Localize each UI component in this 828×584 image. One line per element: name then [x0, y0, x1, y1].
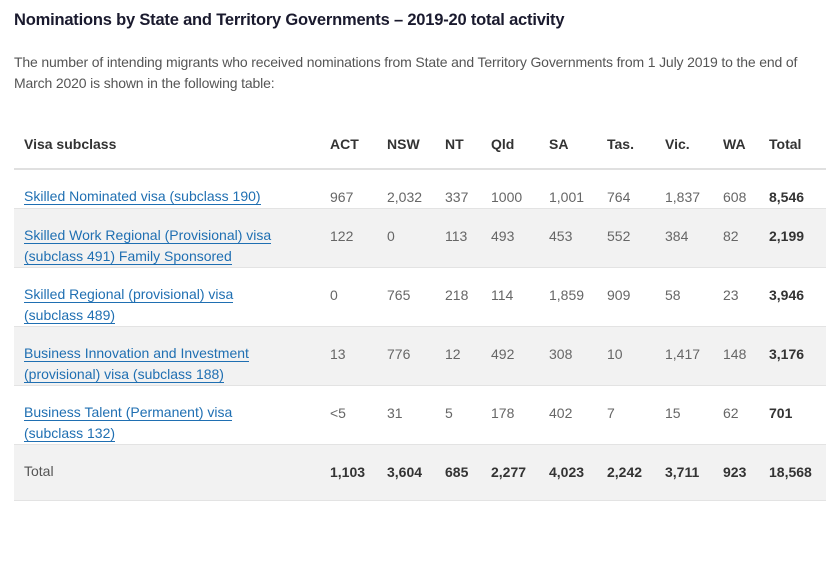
- page-title: Nominations by State and Territory Gover…: [14, 11, 565, 29]
- value-cell: 1000: [481, 169, 539, 209]
- visa-link[interactable]: Skilled Regional (provisional) visa: [24, 286, 234, 303]
- column-header: Qld: [481, 120, 539, 170]
- table-row: Skilled Work Regional (Provisional) visa…: [14, 208, 826, 268]
- value-cell: 218: [435, 267, 481, 327]
- row-total-cell: 701: [759, 385, 826, 445]
- value-cell: 7: [597, 385, 655, 445]
- value-cell: 337: [435, 169, 481, 209]
- table-row: Skilled Regional (provisional) visa (subc…: [14, 267, 826, 327]
- intro-paragraph: The number of intending migrants who rec…: [14, 54, 798, 91]
- visa-subclass-cell: Skilled Regional (provisional) visa (subc…: [14, 267, 320, 327]
- value-cell: 1,417: [655, 326, 713, 386]
- total-value-cell: 923: [713, 444, 759, 501]
- total-value-cell: 18,568: [759, 444, 826, 501]
- row-total-cell: 3,946: [759, 267, 826, 327]
- column-header: Total: [759, 120, 826, 170]
- value-cell: 178: [481, 385, 539, 445]
- visa-link[interactable]: Skilled Work Regional (Provisional) visa: [24, 227, 272, 244]
- total-value-cell: 4,023: [539, 444, 597, 501]
- value-cell: 764: [597, 169, 655, 209]
- visa-link[interactable]: Business Talent (Permanent) visa: [24, 404, 233, 421]
- value-cell: 82: [713, 208, 759, 268]
- total-value-cell: 1,103: [320, 444, 377, 501]
- total-value-cell: 3,711: [655, 444, 713, 501]
- value-cell: 967: [320, 169, 377, 209]
- value-cell: 0: [320, 267, 377, 327]
- value-cell: 148: [713, 326, 759, 386]
- column-header: SA: [539, 120, 597, 170]
- value-cell: 12: [435, 326, 481, 386]
- visa-subclass-cell: Business Innovation and Investment (provi…: [14, 326, 320, 386]
- row-total-cell: 3,176: [759, 326, 826, 386]
- column-header: Vic.: [655, 120, 713, 170]
- value-cell: 114: [481, 267, 539, 327]
- value-cell: 31: [377, 385, 435, 445]
- total-value-cell: 2,242: [597, 444, 655, 501]
- visa-link[interactable]: (subclass 489): [24, 307, 116, 324]
- visa-link[interactable]: Skilled Nominated visa (subclass 190): [24, 188, 261, 205]
- visa-subclass-cell: Skilled Work Regional (Provisional) visa…: [14, 208, 320, 268]
- total-row: Total 1,103 3,604 685 2,277 4,023 2,242 3,711 92…: [14, 444, 826, 501]
- value-cell: 13: [320, 326, 377, 386]
- value-cell: 113: [435, 208, 481, 268]
- column-header: WA: [713, 120, 759, 170]
- visa-subclass-cell: Skilled Nominated visa (subclass 190): [14, 169, 320, 209]
- value-cell: 384: [655, 208, 713, 268]
- value-cell: 552: [597, 208, 655, 268]
- column-header: ACT: [320, 120, 377, 170]
- visa-link[interactable]: (provisional) visa (subclass 188): [24, 366, 224, 383]
- total-value-cell: 3,604: [377, 444, 435, 501]
- total-value-cell: 2,277: [481, 444, 539, 501]
- value-cell: 453: [539, 208, 597, 268]
- column-header: Visa subclass: [14, 120, 320, 170]
- value-cell: 1,837: [655, 169, 713, 209]
- value-cell: 122: [320, 208, 377, 268]
- table-header-row: Visa subclass ACT NSW NT Qld SA Tas. Vic. WA Tota…: [14, 120, 826, 170]
- value-cell: 15: [655, 385, 713, 445]
- table-row: Business Innovation and Investment (provi…: [14, 326, 826, 386]
- visa-link[interactable]: (subclass 491) Family Sponsored: [24, 248, 232, 265]
- value-cell: 776: [377, 326, 435, 386]
- total-label: Total: [14, 444, 320, 501]
- value-cell: 308: [539, 326, 597, 386]
- value-cell: 62: [713, 385, 759, 445]
- value-cell: 608: [713, 169, 759, 209]
- row-total-cell: 2,199: [759, 208, 826, 268]
- visa-link[interactable]: Business Innovation and Investment: [24, 345, 249, 362]
- value-cell: 1,001: [539, 169, 597, 209]
- value-cell: 58: [655, 267, 713, 327]
- row-total-cell: 8,546: [759, 169, 826, 209]
- value-cell: 0: [377, 208, 435, 268]
- value-cell: 5: [435, 385, 481, 445]
- value-cell: 492: [481, 326, 539, 386]
- value-cell: 909: [597, 267, 655, 327]
- value-cell: 765: [377, 267, 435, 327]
- value-cell: 10: [597, 326, 655, 386]
- total-value-cell: 685: [435, 444, 481, 501]
- value-cell: 23: [713, 267, 759, 327]
- table-row: Skilled Nominated visa (subclass 190) 967…: [14, 169, 826, 209]
- column-header: NSW: [377, 120, 435, 170]
- nominations-table: Visa subclass ACT NSW NT Qld SA Tas. Vic. WA Tota…: [14, 120, 826, 501]
- column-header: Tas.: [597, 120, 655, 170]
- column-header: NT: [435, 120, 481, 170]
- value-cell: 493: [481, 208, 539, 268]
- value-cell: <5: [320, 385, 377, 445]
- visa-link[interactable]: (subclass 132): [24, 425, 116, 442]
- table-row: Business Talent (Permanent) visa (subclas…: [14, 385, 826, 445]
- value-cell: 2,032: [377, 169, 435, 209]
- value-cell: 402: [539, 385, 597, 445]
- visa-subclass-cell: Business Talent (Permanent) visa (subclas…: [14, 385, 320, 445]
- value-cell: 1,859: [539, 267, 597, 327]
